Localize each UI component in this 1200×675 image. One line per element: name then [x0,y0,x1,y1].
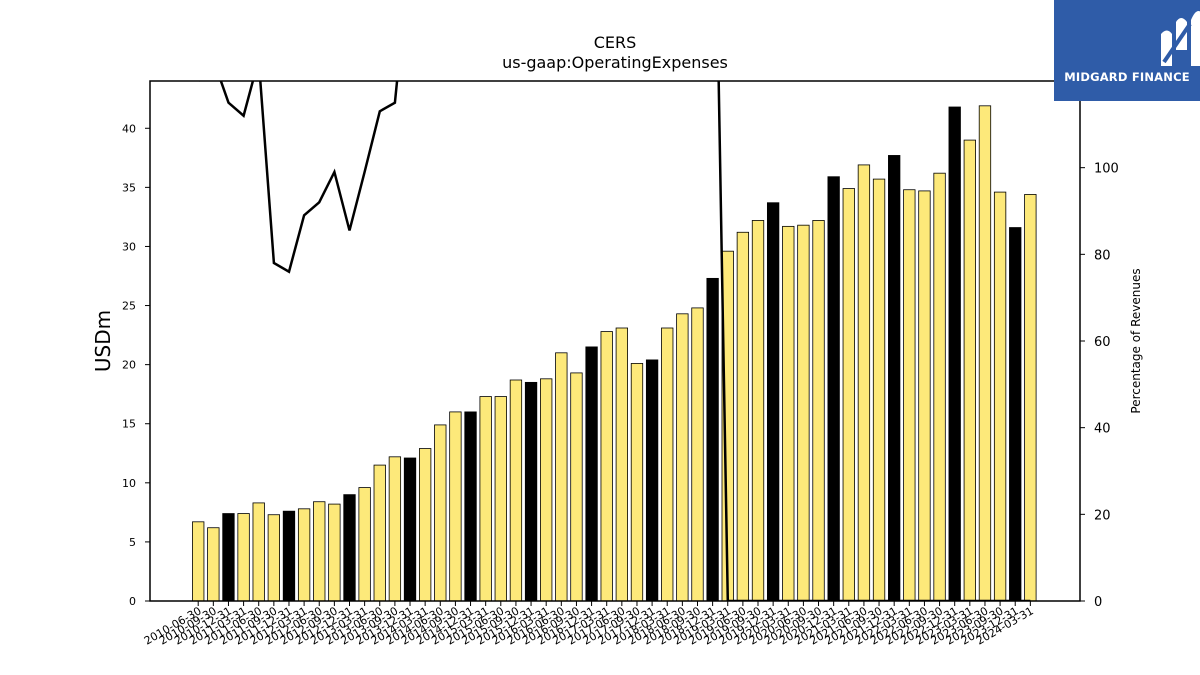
bar-2018-06-30 [676,313,689,602]
bar-2016-06-30 [555,352,568,602]
bar-2013-12-31 [403,457,417,602]
bar-2019-12-31 [766,202,780,602]
bar-2013-03-31 [358,487,371,602]
bar-2012-03-31 [297,508,311,602]
bar-2016-03-31 [540,378,553,602]
bar-2013-06-30 [373,464,386,602]
bar-2014-09-30 [449,411,462,602]
bar-2011-03-31 [237,513,250,602]
bar-2010-09-30 [207,527,220,602]
y-tick-label: 5 [129,536,136,549]
bar-2018-03-31 [661,327,674,602]
y-tick-label: 25 [122,300,136,313]
bar-2015-03-31 [479,396,492,602]
bar-2016-09-30 [570,372,583,602]
y-tick-label: 30 [122,240,136,253]
bar-2014-06-30 [434,424,447,602]
y2-tick-label: 60 [1094,335,1111,350]
bar-2014-03-31 [418,448,432,602]
bar-2021-06-30 [857,164,871,602]
company-logo: MIDGARD FINANCE [1054,0,1200,101]
logo-brand-text: MIDGARD FINANCE [1064,70,1190,84]
bar-2011-06-30 [252,502,265,602]
bar-2020-09-30 [812,220,825,602]
bar-2010-06-30 [192,521,205,602]
bar-2018-12-31 [706,277,719,602]
bar-2012-06-30 [313,501,326,602]
bar-2022-06-30 [918,190,931,602]
bar-2015-09-30 [509,379,523,602]
bar-2022-09-30 [933,172,946,602]
bar-2017-09-30 [630,363,644,602]
bar-2017-12-31 [645,359,659,602]
bar-2019-09-30 [751,220,765,602]
bar-2022-12-31 [948,106,961,602]
bar-2016-12-31 [585,346,598,602]
bar-2011-12-31 [282,510,296,602]
bar-2019-06-30 [736,231,750,602]
y-tick-label: 0 [129,595,136,608]
bar-2024-03-31 [1024,194,1037,602]
y-tick-label: 15 [122,418,136,431]
y-axis-label: USDm [91,310,115,372]
bar-2021-12-31 [888,155,901,602]
bar-2023-03-31 [963,139,976,602]
bar-2013-09-30 [388,456,402,602]
percentage-of-revenues-line [198,81,1031,601]
bar-2012-09-30 [328,503,341,602]
bar-2018-09-30 [691,307,704,602]
y-tick-label: 40 [122,122,136,135]
y2-tick-label: 40 [1094,422,1111,437]
bar-2014-12-31 [464,411,477,602]
bar-2023-09-30 [993,191,1007,602]
bar-2020-12-31 [827,176,840,602]
bar-2023-06-30 [978,105,992,602]
midgard-logo-icon [1161,11,1200,66]
bar-2011-09-30 [267,514,281,602]
bar-2017-06-30 [615,327,628,602]
bar-2010-12-31 [222,513,235,602]
bar-2020-06-30 [797,224,810,602]
bar-2021-03-31 [842,188,855,602]
y-tick-label: 35 [122,181,136,194]
bar-2023-12-31 [1009,227,1022,602]
y2-tick-label: 0 [1094,595,1102,610]
bar-2015-12-31 [524,381,538,602]
bar-2020-03-31 [782,225,795,602]
y-tick-label: 20 [122,359,136,372]
y2-tick-label: 80 [1094,248,1111,263]
y2-tick-label: 100 [1094,162,1119,177]
y2-axis-label: Percentage of Revenues [1129,268,1143,413]
bar-2021-09-30 [872,178,886,602]
bar-2015-06-30 [494,396,507,602]
bar-2017-03-31 [600,331,613,602]
chart-subtitle: us-gaap:OperatingExpenses [502,53,728,72]
bar-2022-03-31 [903,189,916,602]
bar-2012-12-31 [343,494,356,602]
y-tick-label: 10 [122,477,136,490]
y2-tick-label: 20 [1094,508,1111,523]
chart-title: CERS [594,33,637,52]
